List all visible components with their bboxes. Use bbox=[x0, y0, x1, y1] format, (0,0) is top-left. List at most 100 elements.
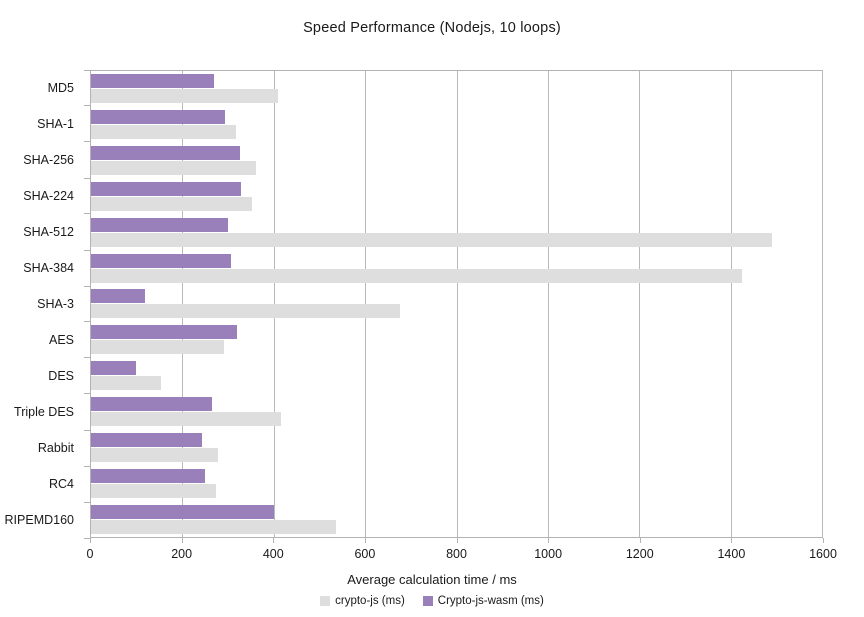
x-axis-label-1400: 1400 bbox=[717, 547, 746, 561]
y-axis-label-sha-384: SHA-384 bbox=[23, 261, 74, 275]
y-axis-label-sha-224: SHA-224 bbox=[23, 189, 74, 203]
x-axis-label-400: 400 bbox=[262, 547, 284, 561]
y-axis-ticks bbox=[84, 69, 90, 539]
y-axis-tick-12 bbox=[84, 501, 90, 503]
y-axis-tick-1 bbox=[84, 105, 90, 107]
bar-crypto-js-wasm-sha-224 bbox=[91, 181, 242, 196]
bar-crypto-js-wasm-sha-384 bbox=[91, 253, 231, 268]
category-row-ripemd160 bbox=[91, 501, 822, 537]
bar-crypto-js-wasm-ripemd160 bbox=[91, 504, 275, 519]
legend: crypto-js (ms) Crypto-js-wasm (ms) bbox=[0, 595, 864, 607]
y-axis-label-rc4: RC4 bbox=[48, 477, 74, 491]
legend-item-crypto-js: crypto-js (ms) bbox=[320, 595, 405, 607]
plot-area bbox=[90, 70, 823, 538]
bar-crypto-js-wasm-sha-1 bbox=[91, 110, 226, 125]
legend-swatch-crypto-js bbox=[320, 596, 331, 606]
y-axis-labels: MD5 SHA-1 SHA-256 SHA-224 SHA-512 SHA-384 SHA-… bbox=[0, 70, 82, 538]
bar-crypto-js-sha-224 bbox=[91, 196, 253, 211]
category-row-md5 bbox=[91, 71, 822, 107]
gridline-1200 bbox=[639, 71, 641, 537]
y-axis-label-aes: AES bbox=[48, 333, 74, 347]
y-axis-tick-13 bbox=[84, 537, 90, 539]
y-axis-label-rabbit: Rabbit bbox=[37, 441, 74, 455]
gridline-800 bbox=[456, 71, 458, 537]
y-axis-label-md5: MD5 bbox=[47, 81, 74, 95]
x-axis-tick-800 bbox=[456, 538, 458, 543]
bar-crypto-js-ripemd160 bbox=[91, 519, 336, 534]
x-axis-tick-1200 bbox=[639, 538, 641, 543]
y-axis-tick-9 bbox=[84, 393, 90, 395]
category-row-triple-des bbox=[91, 394, 822, 430]
x-axis-label-0: 0 bbox=[86, 547, 94, 561]
x-axis-tick-0 bbox=[90, 538, 91, 543]
category-row-aes bbox=[91, 322, 822, 358]
bar-crypto-js-wasm-rabbit bbox=[91, 432, 202, 447]
chart-title: Speed Performance (Nodejs, 10 loops) bbox=[303, 20, 561, 36]
category-row-sha-384 bbox=[91, 250, 822, 286]
x-axis-tick-1600 bbox=[823, 538, 824, 543]
bar-crypto-js-sha-512 bbox=[91, 232, 772, 247]
x-axis-labels: 0 200 400 600 800 1000 1200 1400 1600 bbox=[86, 547, 837, 562]
bar-crypto-js-sha-256 bbox=[91, 161, 257, 176]
y-axis-label-triple-des: Triple DES bbox=[14, 405, 74, 419]
legend-label-crypto-js: crypto-js (ms) bbox=[335, 595, 405, 607]
y-axis-label-ripemd160: RIPEMD160 bbox=[4, 513, 74, 527]
x-axis-title: Average calculation time / ms bbox=[347, 572, 517, 587]
bar-crypto-js-wasm-triple-des bbox=[91, 397, 213, 412]
y-axis-tick-7 bbox=[84, 321, 90, 323]
gridline-1400 bbox=[730, 71, 732, 537]
x-axis-tick-600 bbox=[364, 538, 366, 543]
x-axis-ticks bbox=[90, 538, 824, 543]
x-axis-label-800: 800 bbox=[446, 547, 467, 561]
x-axis-label-1000: 1000 bbox=[534, 547, 563, 561]
category-row-sha-256 bbox=[91, 143, 822, 179]
bar-crypto-js-md5 bbox=[91, 89, 279, 104]
gridline-1000 bbox=[547, 71, 549, 537]
bar-crypto-js-wasm-aes bbox=[91, 325, 237, 340]
y-axis-label-sha-3: SHA-3 bbox=[37, 297, 74, 311]
gridline-200 bbox=[182, 71, 184, 537]
y-axis-tick-3 bbox=[84, 177, 90, 179]
category-row-sha-224 bbox=[91, 179, 822, 215]
bar-crypto-js-sha-1 bbox=[91, 125, 237, 140]
legend-swatch-crypto-js-wasm bbox=[422, 596, 433, 606]
bar-crypto-js-triple-des bbox=[91, 412, 282, 427]
gridline-400 bbox=[273, 71, 275, 537]
bar-crypto-js-wasm-sha-512 bbox=[91, 217, 228, 232]
x-axis-tick-1400 bbox=[731, 538, 733, 543]
y-axis-label-sha-256: SHA-256 bbox=[23, 153, 74, 167]
bar-crypto-js-sha-384 bbox=[91, 268, 743, 283]
x-axis-label-200: 200 bbox=[171, 547, 193, 561]
bar-crypto-js-wasm-sha-256 bbox=[91, 146, 241, 161]
x-axis-label-1200: 1200 bbox=[625, 547, 654, 561]
x-axis-label-1600: 1600 bbox=[809, 547, 837, 561]
y-axis-tick-4 bbox=[84, 213, 90, 215]
y-axis-tick-2 bbox=[84, 141, 90, 143]
legend-label-crypto-js-wasm: Crypto-js-wasm (ms) bbox=[437, 595, 544, 607]
y-axis-tick-11 bbox=[84, 465, 90, 467]
bar-crypto-js-des bbox=[91, 376, 162, 391]
gridline-600 bbox=[365, 71, 367, 537]
bar-crypto-js-wasm-sha-3 bbox=[91, 289, 145, 304]
y-axis-label-des: DES bbox=[48, 368, 74, 383]
x-axis-tick-1000 bbox=[548, 538, 550, 543]
x-axis-tick-400 bbox=[273, 538, 275, 543]
x-axis-tick-200 bbox=[181, 538, 183, 543]
y-axis-tick-8 bbox=[84, 357, 90, 359]
y-axis-label-sha-512: SHA-512 bbox=[23, 224, 74, 239]
bar-crypto-js-wasm-des bbox=[91, 361, 136, 376]
category-row-rc4 bbox=[91, 465, 822, 501]
category-row-sha-512 bbox=[91, 214, 822, 250]
gridline-1600 bbox=[822, 71, 823, 537]
y-axis-tick-10 bbox=[84, 429, 90, 431]
y-axis-tick-6 bbox=[84, 285, 90, 287]
bar-crypto-js-sha-3 bbox=[91, 304, 401, 319]
x-axis-label-600: 600 bbox=[354, 547, 376, 561]
legend-item-crypto-js-wasm: Crypto-js-wasm (ms) bbox=[422, 595, 544, 607]
bar-crypto-js-rc4 bbox=[91, 483, 217, 498]
category-row-sha-3 bbox=[91, 286, 822, 322]
bar-crypto-js-rabbit bbox=[91, 447, 218, 462]
category-row-sha-1 bbox=[91, 107, 822, 143]
y-axis-tick-0 bbox=[84, 69, 90, 71]
